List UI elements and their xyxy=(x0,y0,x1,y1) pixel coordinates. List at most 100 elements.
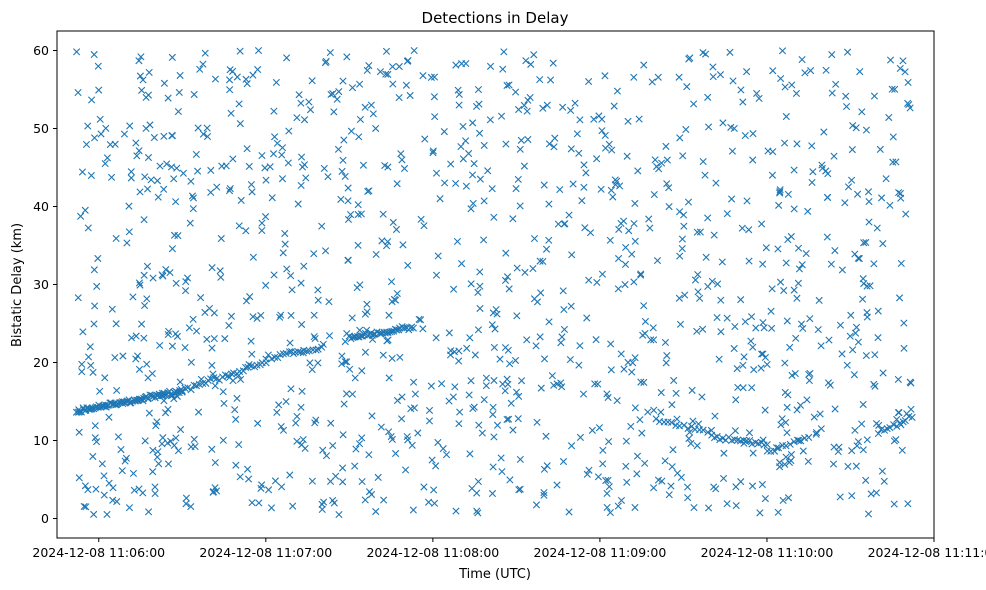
data-point xyxy=(825,336,833,344)
data-point xyxy=(838,350,846,358)
data-point xyxy=(746,436,754,444)
data-point xyxy=(114,433,122,441)
data-point xyxy=(786,440,794,448)
data-point xyxy=(408,441,416,449)
data-point xyxy=(874,334,882,342)
data-point xyxy=(398,393,406,401)
data-point xyxy=(894,375,902,384)
data-point xyxy=(667,418,676,427)
data-point xyxy=(490,433,498,441)
data-point xyxy=(713,314,721,322)
data-point xyxy=(343,358,351,366)
data-point xyxy=(788,81,796,89)
data-point xyxy=(385,428,393,436)
data-point xyxy=(593,278,601,287)
data-point xyxy=(403,57,411,65)
data-point xyxy=(434,438,442,447)
data-point xyxy=(886,201,894,209)
data-point xyxy=(874,429,882,438)
data-point xyxy=(344,197,352,205)
data-point xyxy=(356,115,365,124)
data-point xyxy=(522,57,530,65)
data-point xyxy=(650,336,658,344)
data-point xyxy=(454,86,462,94)
y-axis: 0 10 20 30 40 50 60 xyxy=(33,43,57,526)
data-point xyxy=(232,415,240,423)
data-point xyxy=(210,309,218,317)
data-point xyxy=(185,324,194,332)
data-point xyxy=(782,112,790,121)
data-point xyxy=(469,199,477,208)
data-point xyxy=(98,460,106,468)
data-point xyxy=(782,453,790,461)
x-tick-label: 2024-12-08 11:08:00 xyxy=(366,545,499,560)
data-point xyxy=(607,186,615,194)
data-point xyxy=(203,335,211,343)
data-point xyxy=(275,401,283,409)
data-point xyxy=(287,311,295,320)
data-point xyxy=(778,47,787,55)
data-point xyxy=(254,419,262,427)
data-point xyxy=(793,294,801,302)
data-point xyxy=(111,140,119,148)
data-point xyxy=(91,302,99,310)
data-point xyxy=(684,198,693,206)
data-point xyxy=(856,68,864,76)
data-point xyxy=(795,265,804,273)
data-point xyxy=(101,374,109,382)
data-point xyxy=(602,476,610,485)
data-point xyxy=(637,271,645,279)
data-point xyxy=(181,343,189,352)
data-point xyxy=(456,408,464,416)
data-point xyxy=(650,484,658,492)
data-point xyxy=(743,437,751,445)
data-point xyxy=(583,314,591,322)
data-point xyxy=(557,339,565,347)
data-point xyxy=(720,449,728,457)
data-point xyxy=(900,319,908,327)
data-point xyxy=(199,60,207,68)
data-point xyxy=(523,107,531,115)
data-point xyxy=(141,173,149,181)
data-point xyxy=(247,180,255,189)
data-point xyxy=(853,442,861,450)
data-point xyxy=(683,83,691,91)
data-point xyxy=(636,416,644,424)
data-point xyxy=(498,467,506,476)
data-point xyxy=(351,374,359,382)
data-point xyxy=(497,112,506,120)
data-point xyxy=(814,325,822,334)
data-point xyxy=(117,446,125,454)
data-point xyxy=(419,72,427,80)
data-point xyxy=(809,168,817,176)
data-point xyxy=(609,193,617,201)
data-point xyxy=(641,459,649,467)
data-point xyxy=(561,220,569,228)
data-point xyxy=(434,252,442,260)
data-point xyxy=(322,57,330,65)
data-point xyxy=(208,344,216,352)
data-point xyxy=(168,132,177,140)
data-point xyxy=(694,270,702,279)
data-point xyxy=(768,171,777,179)
data-point xyxy=(843,48,852,56)
data-point xyxy=(776,188,784,196)
data-point xyxy=(77,408,85,416)
data-point xyxy=(300,116,309,124)
data-point xyxy=(377,423,385,431)
data-point xyxy=(308,77,316,85)
data-point xyxy=(294,200,302,208)
data-point xyxy=(805,433,813,441)
data-point xyxy=(219,436,227,444)
data-point xyxy=(513,312,521,320)
data-point xyxy=(236,473,244,481)
data-point xyxy=(679,152,687,160)
data-point xyxy=(684,494,692,502)
data-point xyxy=(136,72,144,80)
data-point xyxy=(798,55,806,64)
data-point xyxy=(145,68,153,77)
data-point xyxy=(710,483,718,491)
data-point xyxy=(595,112,603,120)
data-point xyxy=(728,195,736,203)
data-point xyxy=(683,483,692,491)
